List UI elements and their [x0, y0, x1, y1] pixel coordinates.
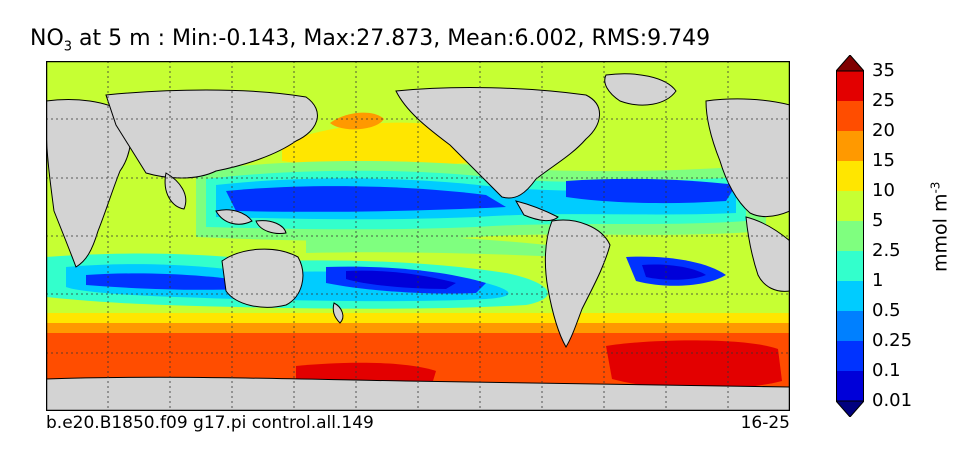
colorbar-segment	[836, 191, 864, 221]
title-species: NO	[30, 26, 64, 51]
borneo-land	[215, 209, 253, 225]
greenland-land	[604, 73, 677, 106]
colorbar-tick-label: 25	[872, 90, 895, 111]
australia-land	[221, 248, 304, 308]
na-gyre-low	[566, 178, 736, 204]
colorbar-units: mmol m-3	[928, 182, 951, 272]
colorbar-segment	[836, 341, 864, 371]
colorbar-segment	[836, 71, 864, 101]
colorbar-tick-label: 15	[872, 150, 895, 171]
year-range: 16-25	[740, 413, 790, 433]
colorbar-segment	[836, 311, 864, 341]
colorbar-tick-label: 0.01	[872, 390, 913, 411]
plot-title: NO3 at 5 m : Min:-0.143, Max:27.873, Mea…	[30, 26, 710, 54]
colorbar-tick-label: 10	[872, 180, 895, 201]
nz-land	[332, 302, 344, 324]
graticule	[46, 61, 790, 411]
colorbar-segment	[836, 371, 864, 401]
case-name: b.e20.B1850.f09 g17.pi control.all.149	[46, 413, 374, 433]
colorbar-tick-label: 2.5	[872, 240, 901, 261]
colorbar-segment	[836, 251, 864, 281]
colorbar-frame	[836, 70, 864, 402]
colorbar-tick-label: 5	[872, 210, 884, 231]
units-base: mmol m	[929, 193, 952, 272]
title-subscript: 3	[63, 39, 73, 55]
camerica-land	[514, 200, 559, 222]
band-35-atlantic	[606, 340, 782, 390]
colorbar-tick-label: 20	[872, 120, 895, 141]
sp-core	[346, 270, 456, 289]
samerica-land	[544, 219, 611, 348]
units-exponent: -3	[928, 181, 943, 194]
colorbar	[836, 55, 864, 417]
colorbar-extend-min	[836, 400, 864, 417]
colorbar-tick-label: 0.5	[872, 300, 901, 321]
namerica-land	[395, 87, 600, 199]
eq-pacific	[306, 235, 566, 257]
np-core	[330, 112, 384, 130]
safrica-land	[745, 216, 790, 292]
colorbar-extend-max	[836, 55, 864, 72]
colorbar-segment	[836, 221, 864, 251]
newguinea-land	[255, 220, 287, 234]
colorbar-tick-label: 35	[872, 60, 895, 81]
colorbar-tick-label: 0.1	[872, 360, 901, 381]
europe-africa-land	[705, 98, 790, 218]
nitrate-map	[46, 61, 790, 411]
map-frame	[46, 61, 790, 411]
indian-low	[86, 273, 246, 290]
colorbar-segment	[836, 161, 864, 191]
np-gyre-low	[226, 186, 506, 212]
colorbar-segment	[836, 281, 864, 311]
asia-land	[105, 89, 318, 179]
sa-core	[642, 264, 706, 280]
colorbar-tick-label: 1	[872, 270, 884, 291]
title-stats: at 5 m : Min:-0.143, Max:27.873, Mean:6.…	[72, 26, 711, 51]
colorbar-tick-label: 0.25	[872, 330, 913, 351]
colorbar-segment	[836, 101, 864, 131]
map-panel	[46, 61, 790, 411]
colorbar-segment	[836, 131, 864, 161]
